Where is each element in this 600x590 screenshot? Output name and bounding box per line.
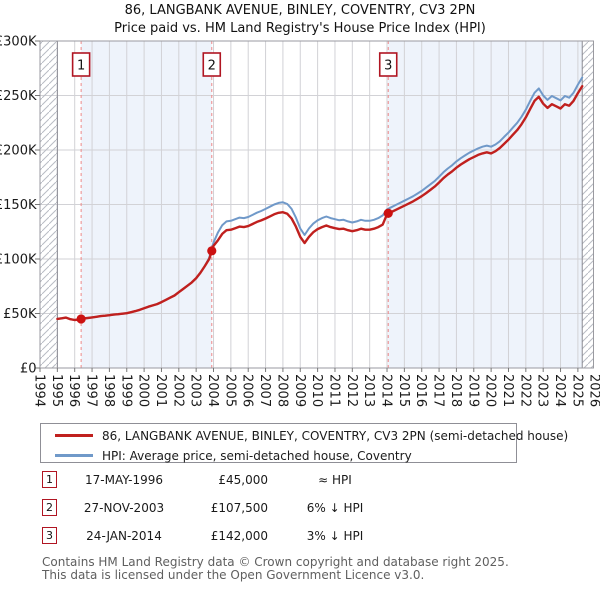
sale-marker-2: 2 (42, 499, 57, 516)
license-note: Contains HM Land Registry data © Crown c… (42, 556, 509, 581)
legend-item-hpi: HPI: Average price, semi-detached house,… (55, 447, 516, 464)
chart-legend: 86, LANGBANK AVENUE, BINLEY, COVENTRY, C… (40, 423, 568, 464)
sale-point-1 (76, 314, 86, 324)
property-line-swatch (55, 434, 93, 437)
sale-price: £45,000 (218, 472, 268, 487)
svg-text:2017: 2017 (431, 374, 446, 407)
svg-text:2003: 2003 (188, 374, 203, 407)
svg-text:1999: 1999 (118, 374, 133, 407)
svg-text:2019: 2019 (465, 374, 480, 407)
svg-text:2015: 2015 (396, 374, 411, 407)
license-line-1: Contains HM Land Registry data © Crown c… (42, 555, 509, 569)
sale-date: 17-MAY-1996 (84, 472, 163, 487)
sale-flag-number: 3 (384, 59, 392, 74)
license-line-2: This data is licensed under the Open Gov… (42, 567, 425, 582)
legend-item-property: 86, LANGBANK AVENUE, BINLEY, COVENTRY, C… (55, 427, 568, 444)
svg-text:2012: 2012 (344, 374, 359, 407)
svg-text:1994: 1994 (32, 374, 47, 407)
svg-text:2002: 2002 (170, 374, 185, 407)
sale-flag-1 (71, 52, 91, 77)
sale-price: £142,000 (210, 528, 268, 543)
svg-text:2008: 2008 (274, 374, 289, 407)
svg-text:£0: £0 (20, 362, 37, 377)
sale-flag-2 (202, 52, 222, 77)
svg-text:2005: 2005 (222, 374, 237, 407)
table-row: 2 27-NOV-2003 £107,500 6% ↓ HPI (42, 499, 402, 516)
property-line (56, 84, 584, 322)
svg-text:1995: 1995 (49, 374, 64, 407)
price-chart: 123£0£50K£100K£150K£200K£250K£300K199419… (0, 35, 600, 408)
sale-vs-hpi: 3% ↓ HPI (306, 528, 364, 543)
svg-text:2026: 2026 (587, 374, 600, 407)
svg-text:2007: 2007 (257, 374, 272, 407)
sale-date: 27-NOV-2003 (83, 500, 165, 515)
table-row: 3 24-JAN-2014 £142,000 3% ↓ HPI (42, 527, 402, 544)
svg-text:1996: 1996 (66, 374, 81, 407)
svg-text:£100K: £100K (0, 253, 37, 268)
svg-text:2016: 2016 (413, 374, 428, 407)
hpi-line-swatch (55, 454, 93, 457)
sale-price: £107,500 (210, 500, 268, 515)
svg-text:£50K: £50K (3, 307, 37, 322)
svg-text:1998: 1998 (101, 374, 116, 407)
svg-text:2009: 2009 (292, 374, 307, 407)
svg-text:2023: 2023 (535, 374, 550, 407)
sale-flag-number: 2 (208, 59, 216, 74)
svg-text:2018: 2018 (448, 374, 463, 407)
table-row: 1 17-MAY-1996 £45,000 ≈ HPI (42, 471, 402, 488)
svg-text:2010: 2010 (309, 374, 324, 407)
svg-text:£150K: £150K (0, 198, 37, 213)
sale-date: 24-JAN-2014 (86, 528, 162, 543)
svg-text:2022: 2022 (517, 374, 532, 407)
y-axis-labels: £0 £50K £100K £150K £200K £250K £300K (0, 35, 40, 377)
sale-flag-number: 1 (77, 59, 85, 74)
svg-text:2020: 2020 (483, 374, 498, 407)
svg-text:2014: 2014 (379, 374, 394, 407)
svg-text:2000: 2000 (136, 374, 151, 407)
page-subtitle: Price paid vs. HM Land Registry's House … (114, 21, 486, 36)
svg-text:2011: 2011 (326, 374, 341, 407)
svg-text:2004: 2004 (205, 374, 220, 407)
sale-marker-1: 1 (42, 471, 57, 488)
svg-text:2025: 2025 (569, 374, 584, 407)
svg-text:1997: 1997 (84, 374, 99, 407)
svg-text:2001: 2001 (153, 374, 168, 407)
svg-text:£200K: £200K (0, 144, 37, 159)
svg-text:£300K: £300K (0, 35, 37, 50)
sale-point-3 (383, 208, 393, 218)
sale-point-2 (207, 246, 217, 256)
no-data-hatch (40, 41, 58, 368)
svg-text:2024: 2024 (552, 374, 567, 407)
sale-vs-hpi: ≈ HPI (318, 472, 352, 487)
svg-text:2021: 2021 (500, 374, 515, 407)
no-data-hatch (582, 41, 594, 368)
svg-text:£250K: £250K (0, 89, 37, 104)
sale-marker-3: 3 (42, 527, 57, 544)
sale-flag-3 (378, 52, 398, 77)
legend-label-property: 86, LANGBANK AVENUE, BINLEY, COVENTRY, C… (102, 428, 569, 443)
svg-text:2013: 2013 (361, 374, 376, 407)
sale-vs-hpi: 6% ↓ HPI (306, 500, 364, 515)
legend-label-hpi: HPI: Average price, semi-detached house,… (102, 448, 412, 463)
page-title: 86, LANGBANK AVENUE, BINLEY, COVENTRY, C… (124, 3, 476, 18)
svg-text:2006: 2006 (240, 374, 255, 407)
x-axis-labels: 1994 1995 1996 1997 1998 1999 2000 2001 2002 2003… (32, 368, 600, 407)
